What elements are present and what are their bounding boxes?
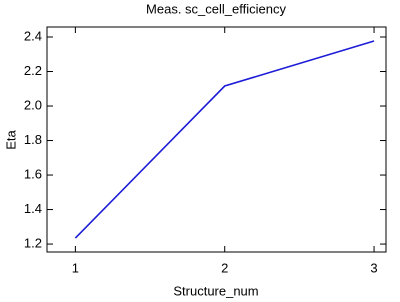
x-tick-label: 2 bbox=[221, 260, 228, 275]
chart-title: Meas. sc_cell_efficiency bbox=[146, 1, 286, 16]
y-axis-label: Eta bbox=[3, 129, 18, 149]
plot-frame bbox=[46, 26, 387, 253]
x-axis-label: Structure_num bbox=[173, 283, 258, 298]
y-tick-label: 1.6 bbox=[24, 166, 42, 181]
x-tick-label: 1 bbox=[72, 260, 79, 275]
x-tick-label: 3 bbox=[370, 260, 377, 275]
y-tick-label: 2.0 bbox=[24, 97, 42, 112]
y-tick-label: 1.8 bbox=[24, 132, 42, 147]
y-tick-label: 2.2 bbox=[24, 63, 42, 78]
y-tick-label: 2.4 bbox=[24, 28, 42, 43]
data-line bbox=[74, 40, 375, 239]
y-tick-label: 1.4 bbox=[24, 201, 42, 216]
y-tick-label: 1.2 bbox=[24, 236, 42, 251]
